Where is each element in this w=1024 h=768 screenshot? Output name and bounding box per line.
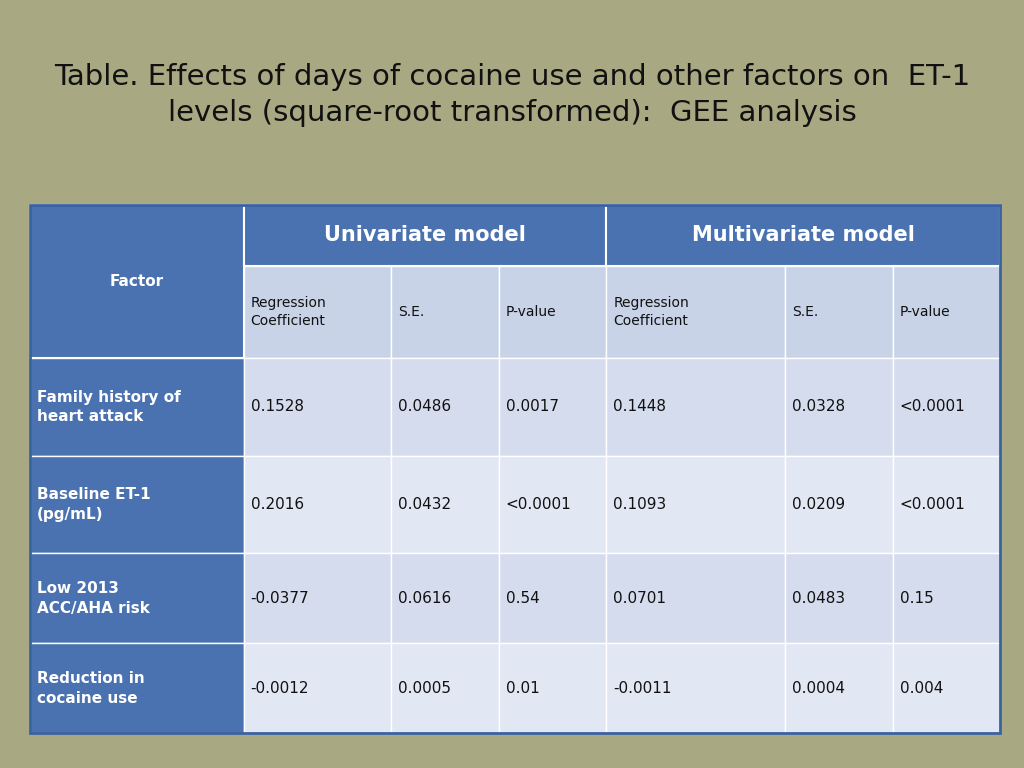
Bar bbox=[785, 358, 893, 455]
Text: -0.0377: -0.0377 bbox=[251, 591, 309, 606]
Bar bbox=[30, 644, 244, 733]
Bar bbox=[30, 455, 244, 554]
Bar bbox=[893, 266, 1000, 358]
Text: 0.0616: 0.0616 bbox=[398, 591, 452, 606]
Bar bbox=[244, 455, 391, 554]
Bar bbox=[391, 266, 499, 358]
Bar bbox=[30, 205, 1000, 733]
Text: <0.0001: <0.0001 bbox=[900, 497, 966, 512]
Bar bbox=[606, 205, 1000, 266]
Text: Multivariate model: Multivariate model bbox=[691, 225, 914, 245]
Text: 0.0328: 0.0328 bbox=[793, 399, 846, 415]
Text: -0.0011: -0.0011 bbox=[613, 680, 672, 696]
Text: Regression
Coefficient: Regression Coefficient bbox=[251, 296, 327, 328]
Bar bbox=[893, 358, 1000, 455]
Bar bbox=[893, 554, 1000, 644]
Text: Low 2013
ACC/AHA risk: Low 2013 ACC/AHA risk bbox=[37, 581, 150, 616]
Bar bbox=[606, 554, 785, 644]
Bar bbox=[785, 455, 893, 554]
Bar bbox=[244, 554, 391, 644]
Text: Regression
Coefficient: Regression Coefficient bbox=[613, 296, 689, 328]
Text: 0.15: 0.15 bbox=[900, 591, 933, 606]
Bar bbox=[499, 266, 606, 358]
Text: 0.0432: 0.0432 bbox=[398, 497, 452, 512]
Text: 0.004: 0.004 bbox=[900, 680, 943, 696]
Bar bbox=[499, 554, 606, 644]
Text: S.E.: S.E. bbox=[398, 305, 425, 319]
Bar bbox=[606, 358, 785, 455]
Bar bbox=[606, 455, 785, 554]
Bar bbox=[30, 358, 244, 455]
Bar bbox=[606, 644, 785, 733]
Text: 0.1093: 0.1093 bbox=[613, 497, 667, 512]
Text: Table. Effects of days of cocaine use and other factors on  ET-1
levels (square-: Table. Effects of days of cocaine use an… bbox=[54, 63, 970, 127]
Bar bbox=[30, 554, 244, 644]
Bar bbox=[893, 455, 1000, 554]
Text: 0.1528: 0.1528 bbox=[251, 399, 304, 415]
Bar bbox=[893, 644, 1000, 733]
Text: 0.0209: 0.0209 bbox=[793, 497, 846, 512]
Text: S.E.: S.E. bbox=[793, 305, 818, 319]
Bar bbox=[499, 358, 606, 455]
Text: P-value: P-value bbox=[900, 305, 950, 319]
Text: Baseline ET-1
(pg/mL): Baseline ET-1 (pg/mL) bbox=[37, 487, 151, 522]
Bar bbox=[606, 266, 785, 358]
Text: -0.0012: -0.0012 bbox=[251, 680, 309, 696]
Bar bbox=[391, 644, 499, 733]
Bar bbox=[785, 266, 893, 358]
Text: 0.0004: 0.0004 bbox=[793, 680, 845, 696]
Text: 0.0017: 0.0017 bbox=[506, 399, 559, 415]
Text: 0.2016: 0.2016 bbox=[251, 497, 304, 512]
Text: 0.1448: 0.1448 bbox=[613, 399, 667, 415]
Bar bbox=[499, 644, 606, 733]
Bar bbox=[244, 266, 391, 358]
Bar bbox=[499, 455, 606, 554]
Bar bbox=[244, 205, 606, 266]
Text: <0.0001: <0.0001 bbox=[900, 399, 966, 415]
Text: <0.0001: <0.0001 bbox=[506, 497, 571, 512]
Text: Family history of
heart attack: Family history of heart attack bbox=[37, 389, 181, 425]
Bar bbox=[785, 644, 893, 733]
Text: Reduction in
cocaine use: Reduction in cocaine use bbox=[37, 670, 144, 706]
Bar bbox=[785, 554, 893, 644]
Text: 0.54: 0.54 bbox=[506, 591, 540, 606]
Text: Factor: Factor bbox=[110, 274, 164, 289]
Text: 0.0483: 0.0483 bbox=[793, 591, 846, 606]
Text: P-value: P-value bbox=[506, 305, 556, 319]
Bar bbox=[244, 358, 391, 455]
Text: 0.0486: 0.0486 bbox=[398, 399, 452, 415]
Text: 0.0005: 0.0005 bbox=[398, 680, 452, 696]
Text: 0.01: 0.01 bbox=[506, 680, 540, 696]
Bar bbox=[244, 644, 391, 733]
Bar bbox=[391, 455, 499, 554]
Bar bbox=[391, 358, 499, 455]
Bar bbox=[391, 554, 499, 644]
Text: Univariate model: Univariate model bbox=[324, 225, 526, 245]
Text: 0.0701: 0.0701 bbox=[613, 591, 667, 606]
Bar bbox=[30, 205, 244, 358]
